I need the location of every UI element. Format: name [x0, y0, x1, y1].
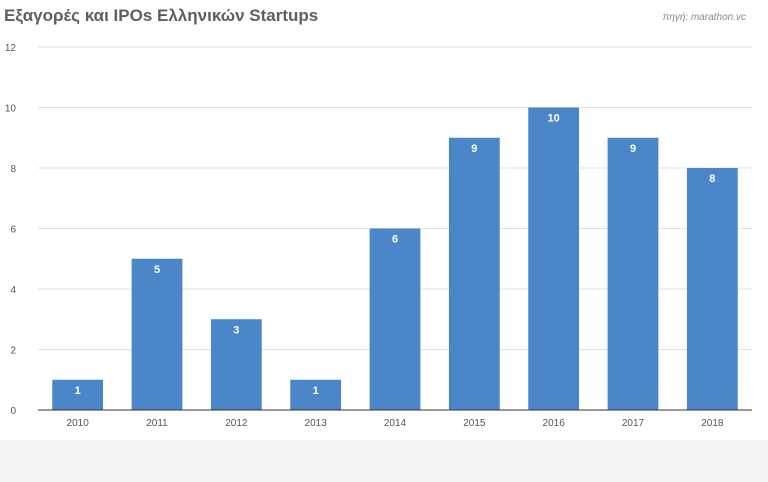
- y-tick-label: 6: [10, 225, 16, 236]
- x-tick-label: 2016: [543, 418, 566, 429]
- x-tick-label: 2011: [146, 418, 168, 429]
- bar: [528, 107, 580, 410]
- bar: [607, 137, 659, 410]
- bar-data-label: 9: [630, 143, 636, 155]
- bar-data-label: 1: [313, 385, 319, 397]
- x-tick-label: 2014: [384, 418, 407, 429]
- bar-data-label: 9: [471, 143, 477, 155]
- bar-data-label: 6: [392, 234, 398, 246]
- x-tick-label: 2012: [225, 418, 248, 429]
- y-tick-label: 0: [10, 406, 16, 417]
- chart-source: πηγή: marathon.vc: [662, 12, 746, 23]
- bar: [131, 258, 183, 410]
- x-tick-label: 2017: [622, 418, 645, 429]
- bar: [369, 228, 421, 410]
- chart-card: Εξαγορές και IPOs Ελληνικών Startups πηγ…: [0, 0, 768, 440]
- bar-chart: 0 2 4 6 8 10 12 1 2010 5 2011 3 2012 1 2013 6 2014 9 2015 1…: [5, 43, 752, 429]
- x-tick-label: 2010: [67, 418, 90, 429]
- bar-data-label: 1: [75, 385, 81, 397]
- bar: [686, 168, 738, 410]
- bar-data-label: 8: [709, 173, 715, 185]
- x-tick-label: 2013: [305, 418, 328, 429]
- y-tick-label: 10: [5, 104, 17, 115]
- y-tick-label: 8: [10, 164, 16, 175]
- bar: [210, 319, 262, 410]
- bar: [290, 379, 342, 410]
- bar-data-label: 10: [548, 113, 560, 125]
- bar: [52, 379, 104, 410]
- bar-data-label: 5: [154, 264, 160, 276]
- chart-title: Εξαγορές και IPOs Ελληνικών Startups: [4, 6, 319, 25]
- bar: [448, 137, 500, 410]
- x-tick-label: 2015: [463, 418, 486, 429]
- y-tick-label: 4: [10, 285, 16, 296]
- y-tick-label: 2: [10, 346, 16, 357]
- bar-data-label: 3: [233, 324, 239, 336]
- x-tick-label: 2018: [701, 418, 724, 429]
- y-tick-label: 12: [5, 43, 17, 54]
